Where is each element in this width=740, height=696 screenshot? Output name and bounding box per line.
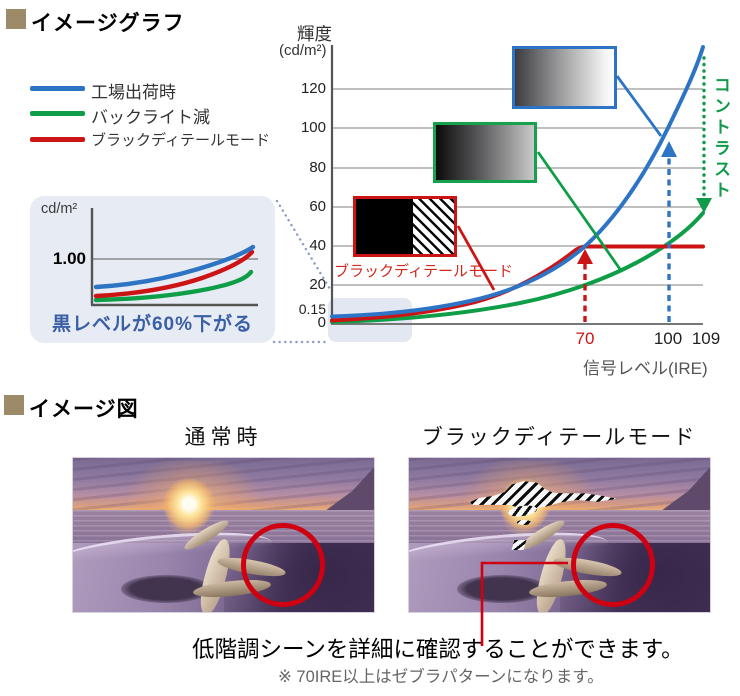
inset-curve-blackdetail (93, 249, 255, 299)
y-tick-100: 100 (300, 119, 326, 136)
x-tick-70: 70 (575, 329, 595, 348)
curve-blackdetail (330, 244, 705, 323)
contrast-label: コントラスト (711, 76, 730, 202)
y-axis-title: 輝度 (297, 24, 332, 44)
zebra-pattern-reflection3 (511, 539, 527, 550)
image-caption: 低階調シーンを詳細に確認することができます。 (192, 637, 684, 662)
photo-blackdetail (408, 457, 711, 613)
pointer-factory-swatch (615, 75, 663, 137)
pointer-backlight-swatch (536, 151, 624, 273)
highlight-circle-blackdetail (571, 523, 655, 607)
x-tick-109: 109 (691, 329, 721, 348)
section-image-square-icon (4, 395, 24, 415)
section-image-title: イメージ図 (29, 398, 139, 421)
legend-label-backlight: バックライト減 (91, 108, 210, 127)
legend-line-backlight (30, 111, 85, 116)
x-axis-title: 信号レベル(IRE) (583, 359, 708, 378)
photo-label-normal: 通常時 (184, 426, 263, 449)
x-tick-100: 100 (653, 329, 683, 348)
section-graph-title: イメージグラフ (31, 12, 185, 35)
section-graph-square-icon (6, 9, 26, 29)
y-tick-80: 80 (309, 159, 326, 176)
arrow-100ire-head (661, 141, 677, 157)
inset-curve-backlight (93, 269, 254, 303)
swatch-backlight-gradient (433, 122, 537, 183)
arrow-70ire-head (577, 249, 593, 264)
legend-label-factory: 工場出荷時 (91, 83, 176, 102)
y-axis-unit: (cd/m²) (279, 42, 327, 59)
highlight-circle-normal (241, 523, 325, 607)
inset-tick-100: 1.00 (52, 249, 86, 268)
inset-curve-factory (93, 244, 256, 290)
y-tick-120: 120 (300, 80, 326, 97)
y-tick-20: 20 (309, 276, 326, 293)
photo-normal (72, 457, 375, 613)
inset-caption: 黒レベルが60%下がる (51, 314, 254, 335)
y-tick-40: 40 (309, 237, 326, 254)
inset-unit-label: cd/m² (41, 201, 78, 217)
black-level-inset: cd/m² 1.00 黒レベルが60%下がる (30, 196, 275, 343)
image-note: ※ 70IRE以上はゼブラパターンになります。 (278, 668, 604, 686)
swatch-blackdetail-zebra (353, 196, 457, 257)
swatch-factory-gradient (512, 46, 617, 109)
photo-label-blackdetail: ブラックディテールモード (421, 426, 697, 449)
legend-line-factory (30, 86, 85, 91)
legend-line-blackdetail (30, 137, 85, 142)
y-tick-60: 60 (309, 198, 326, 215)
legend-label-blackdetail: ブラックディテールモード (91, 132, 270, 149)
inset-mini-chart (90, 208, 258, 307)
photo-sun (163, 478, 216, 531)
black-region-highlight (328, 298, 412, 342)
y-tick-0: 0 (317, 314, 326, 331)
zebra-pattern-reflection2 (517, 519, 531, 525)
blackdetail-callout: ブラックディテールモード (334, 263, 513, 280)
y-tick-015: 0.15 (298, 301, 326, 317)
